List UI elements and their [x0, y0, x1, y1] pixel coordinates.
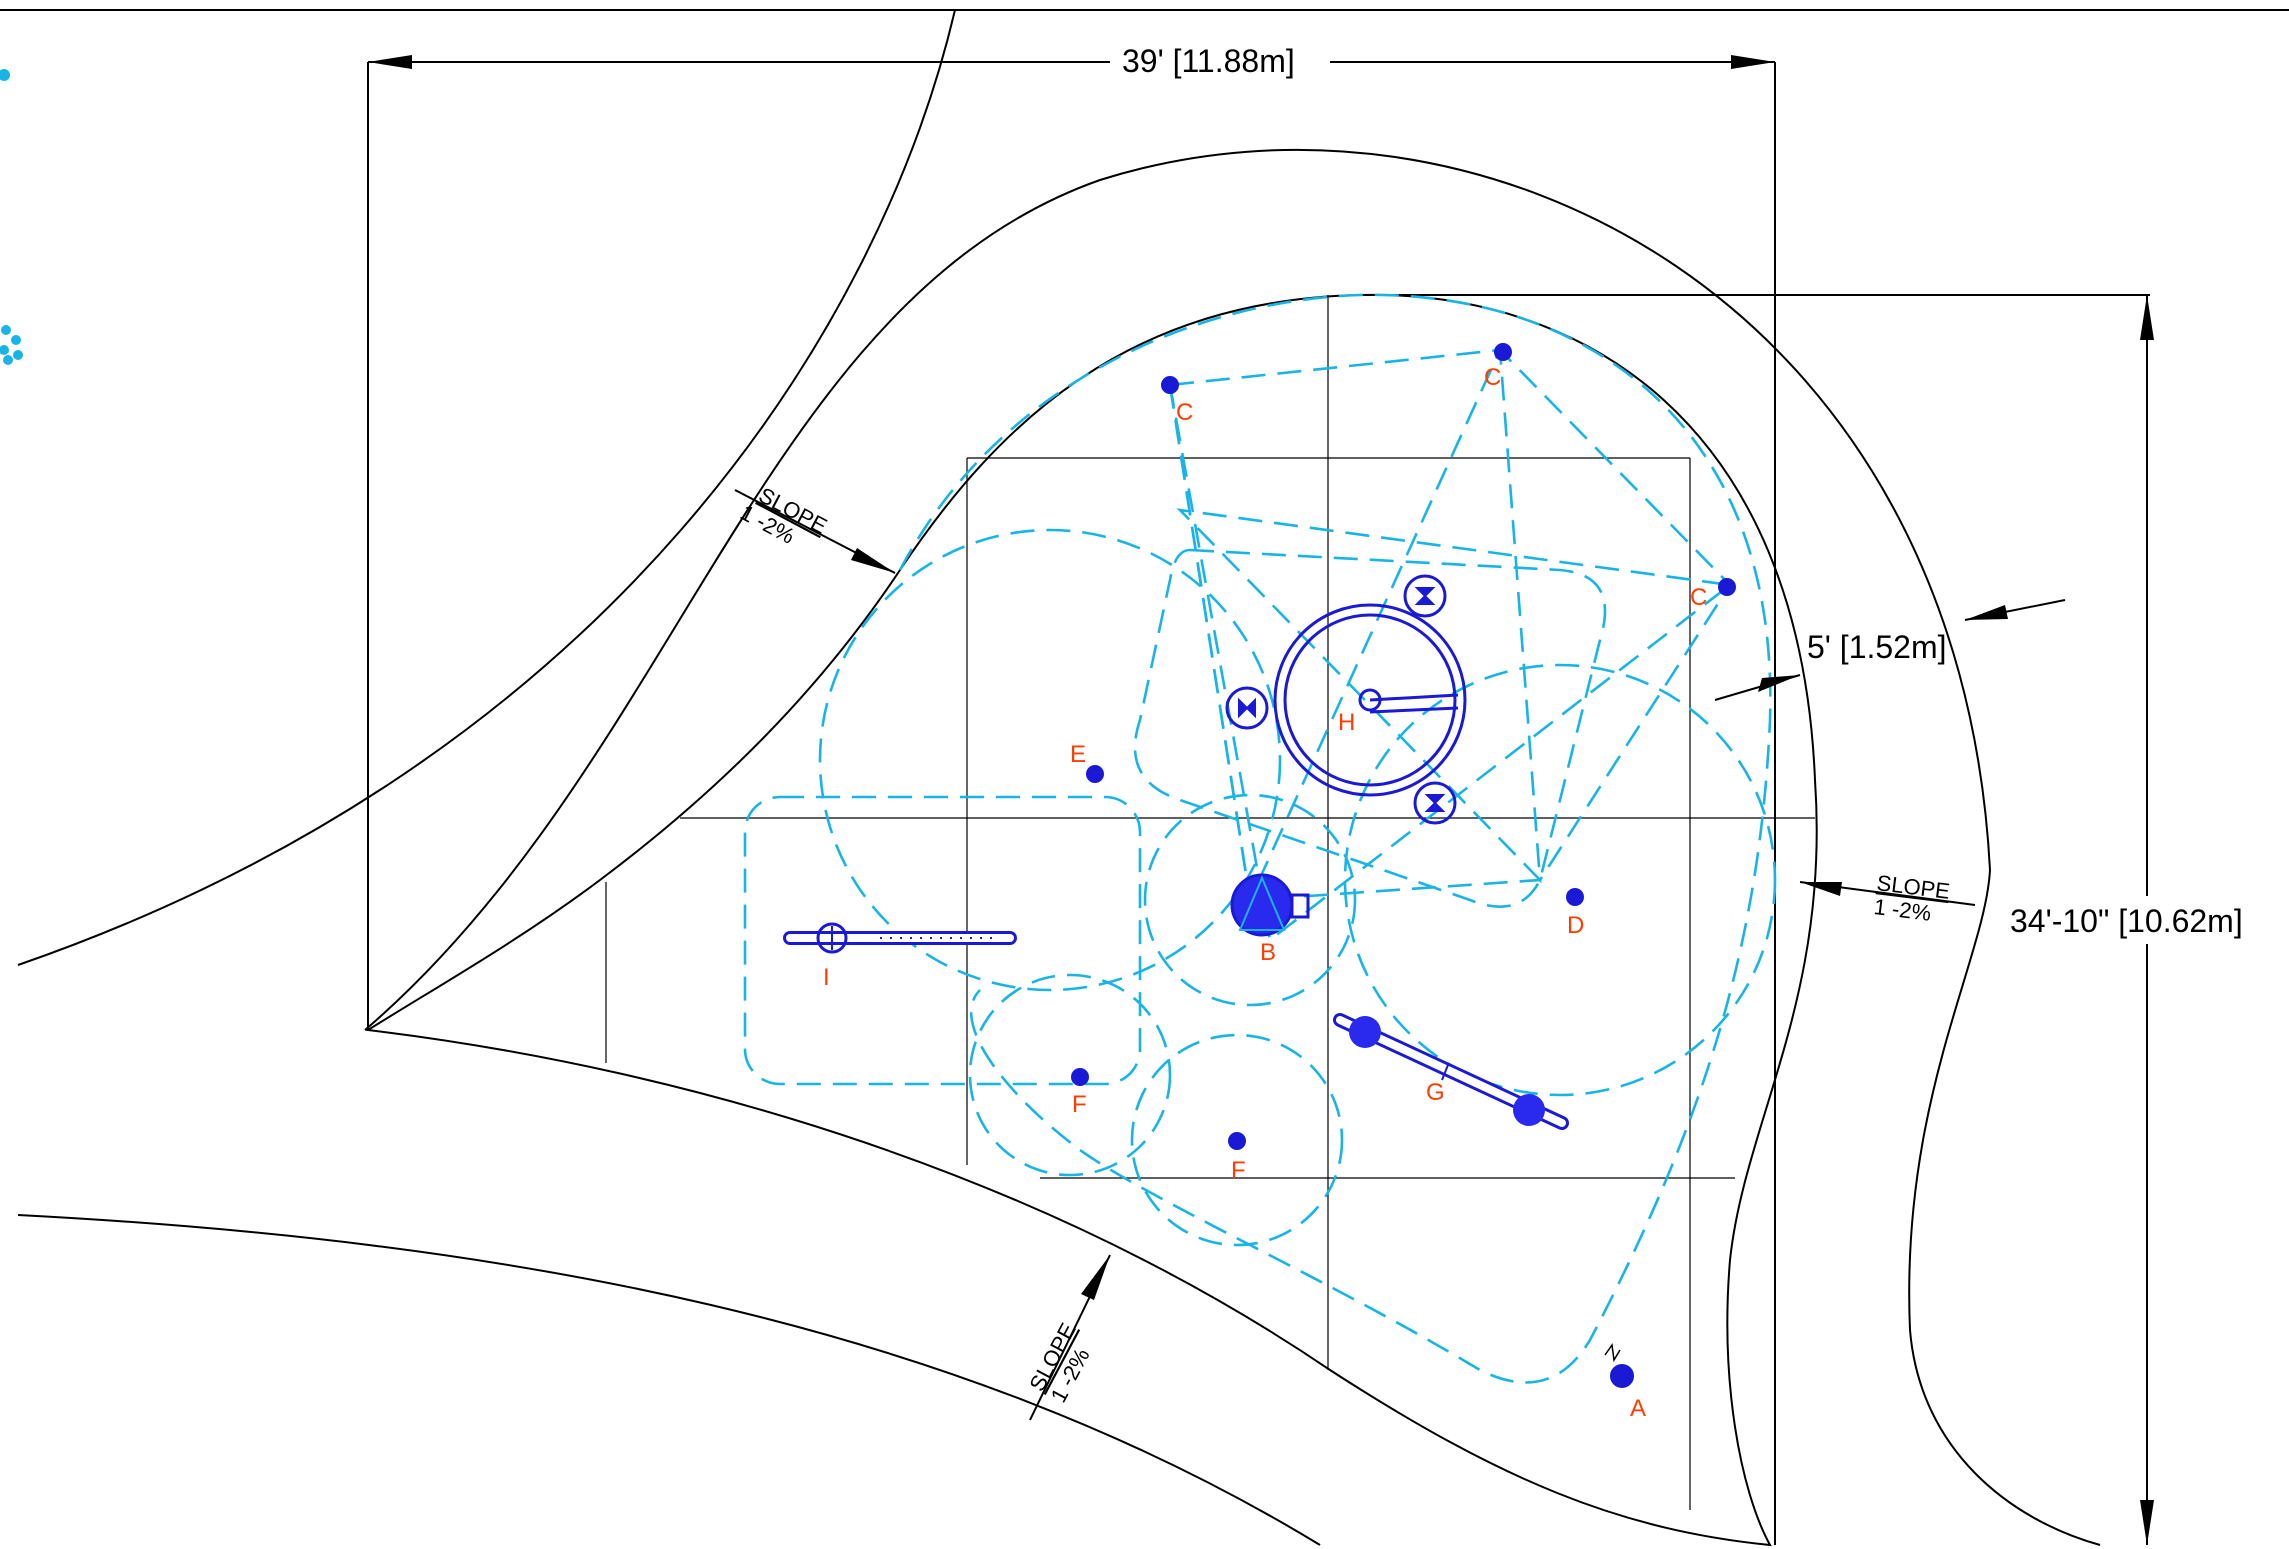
dimension-width-text: 39' [11.88m] — [1122, 43, 1295, 79]
spray-circle-large-left — [818, 528, 1282, 992]
spray-circle-f2 — [1130, 1033, 1344, 1247]
fixtures — [783, 343, 1736, 1388]
spray-circle-large-right — [1343, 663, 1777, 1097]
fixture-h-ring — [1225, 574, 1467, 825]
spray-zone-outer — [898, 293, 1772, 1384]
fixture-b — [1230, 873, 1310, 937]
pad-boundary — [365, 293, 1818, 1547]
dimension-offset: 5' [1.52m] — [1714, 599, 2066, 701]
pad-grid — [605, 295, 1815, 1510]
fixture-f-1 — [1071, 1068, 1089, 1086]
label-h: H — [1338, 709, 1355, 736]
label-d: D — [1567, 912, 1584, 939]
walkway-arc-inner-upper — [364, 149, 2101, 1546]
walkway-arc-outer-upper — [17, 9, 956, 966]
label-c-3: C — [1690, 584, 1707, 611]
walkway-arc-lower — [17, 1214, 1321, 1546]
spray-patterns — [743, 293, 1777, 1384]
label-f-1: F — [1072, 1091, 1087, 1118]
spray-circle-small-b — [1143, 793, 1357, 1007]
dimension-height: 34'-10" [10.62m] — [2010, 295, 2289, 1545]
spray-triangle-pattern — [1168, 348, 1732, 902]
fixture-c-3 — [1718, 578, 1736, 596]
fixture-c-1 — [1161, 376, 1179, 394]
label-e: E — [1070, 741, 1086, 768]
label-i: I — [823, 964, 830, 991]
label-g: G — [1426, 1079, 1445, 1106]
dimension-height-text: 34'-10" [10.62m] — [2010, 903, 2243, 939]
label-f-2: F — [1231, 1157, 1246, 1184]
dimension-width: 39' [11.88m] — [368, 40, 1775, 80]
fixture-labels: C C C H E B D I F F G A — [823, 364, 1707, 1422]
fixture-d — [1566, 888, 1584, 906]
fixture-a — [1604, 1342, 1634, 1388]
fixture-f-2 — [1228, 1132, 1246, 1150]
spray-rounded-square — [1133, 548, 1607, 908]
spray-rect-i — [743, 795, 1142, 1086]
label-a: A — [1630, 1395, 1646, 1422]
fixture-g-bar — [1333, 1013, 1569, 1130]
label-c-2: C — [1484, 364, 1501, 391]
label-b: B — [1260, 939, 1276, 966]
fixture-e — [1086, 765, 1104, 783]
label-c-1: C — [1176, 399, 1193, 426]
fixture-i-bar — [783, 922, 1017, 954]
slope-note-right: SLOPE 1 -2% — [1799, 870, 1976, 926]
spray-circle-f1 — [968, 973, 1172, 1177]
margin-marker-dots — [0, 69, 23, 365]
slope-note-bottom: SLOPE 1 -2% — [1024, 1254, 1111, 1421]
spray-star-pattern — [1168, 349, 1734, 943]
dimension-offset-text: 5' [1.52m] — [1807, 629, 1947, 665]
fixture-c-2 — [1494, 343, 1512, 361]
